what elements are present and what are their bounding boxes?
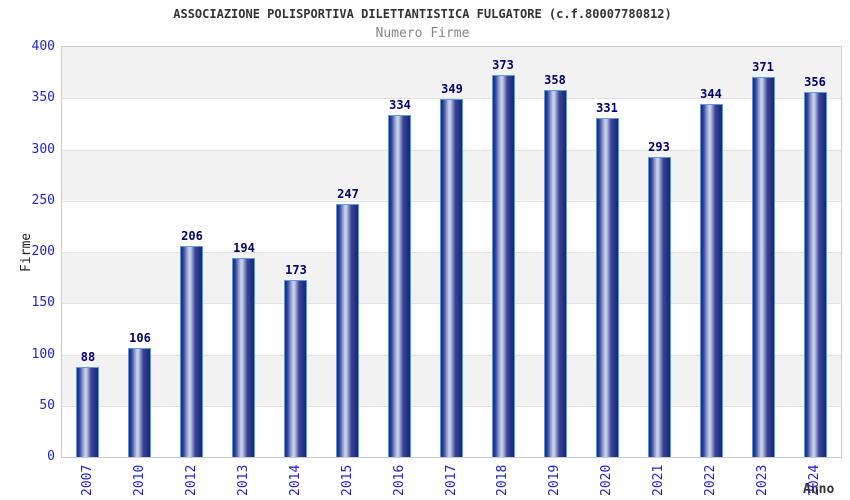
bar-value-label: 358 xyxy=(544,73,566,87)
x-tick-label: 2016 xyxy=(392,464,407,496)
y-tick-label: 150 xyxy=(31,295,55,311)
x-tick-label: 2010 xyxy=(132,464,147,496)
bar-value-label: 293 xyxy=(648,140,670,154)
bar-2018 xyxy=(492,75,515,457)
bar-value-label: 247 xyxy=(337,187,359,201)
bar-value-label: 88 xyxy=(80,350,96,364)
plot-area: 88 106 206 194 173 247 334 349 373 358 331 293 344 37… xyxy=(61,46,842,458)
gridline xyxy=(62,98,841,100)
bar-2015 xyxy=(336,204,359,457)
bar-value-label: 173 xyxy=(285,263,307,277)
x-tick-label: 2019 xyxy=(547,464,562,496)
bar-2007 xyxy=(76,367,99,457)
bar-2012 xyxy=(180,246,203,457)
bar-2021 xyxy=(648,157,671,457)
bar-2022 xyxy=(700,104,723,457)
y-tick-label: 100 xyxy=(31,346,55,362)
bar-2023 xyxy=(752,77,775,457)
bar-value-label: 371 xyxy=(752,60,774,74)
bar-2010 xyxy=(128,348,151,457)
bar-2014 xyxy=(284,280,307,457)
x-tick-label: 2018 xyxy=(495,464,510,496)
bar-2013 xyxy=(232,258,255,457)
bar-2020 xyxy=(596,118,619,457)
y-tick-label: 50 xyxy=(39,397,55,413)
bar-2019 xyxy=(544,90,567,457)
x-tick-label: 2024 xyxy=(807,464,822,496)
x-tick-label: 2012 xyxy=(184,464,199,496)
y-tick-label: 300 xyxy=(31,141,55,157)
x-tick-label: 2007 xyxy=(80,464,95,496)
bar-value-label: 194 xyxy=(233,241,255,255)
x-tick-label: 2014 xyxy=(288,464,303,496)
chart-subtitle: Numero Firme xyxy=(375,26,470,41)
y-tick-label: 0 xyxy=(47,449,55,464)
y-tick-label: 400 xyxy=(31,39,55,54)
x-tick-label: 2013 xyxy=(236,464,251,496)
x-tick-label: 2017 xyxy=(444,464,459,496)
x-tick-label: 2020 xyxy=(599,464,614,496)
bar-value-label: 356 xyxy=(804,75,826,89)
y-tick-label: 200 xyxy=(31,244,55,259)
bar-value-label: 344 xyxy=(700,87,722,101)
x-tick-label: 2021 xyxy=(651,464,666,496)
x-axis-label: Anno xyxy=(803,482,835,497)
bar-2017 xyxy=(440,99,463,457)
bar-2024 xyxy=(804,92,827,457)
bar-value-label: 106 xyxy=(129,331,151,345)
bar-value-label: 334 xyxy=(389,98,411,112)
bar-2016 xyxy=(388,115,411,457)
bar-value-label: 373 xyxy=(492,58,514,72)
bar-value-label: 206 xyxy=(181,229,203,243)
x-tick-label: 2015 xyxy=(340,464,355,496)
x-tick-label: 2023 xyxy=(755,464,770,496)
chart-title: ASSOCIAZIONE POLISPORTIVA DILETTANTISTIC… xyxy=(173,7,672,21)
y-tick-label: 350 xyxy=(31,90,55,106)
y-tick-label: 250 xyxy=(31,192,55,208)
bar-value-label: 331 xyxy=(596,101,618,115)
bar-value-label: 349 xyxy=(441,82,463,96)
x-tick-label: 2022 xyxy=(703,464,718,496)
